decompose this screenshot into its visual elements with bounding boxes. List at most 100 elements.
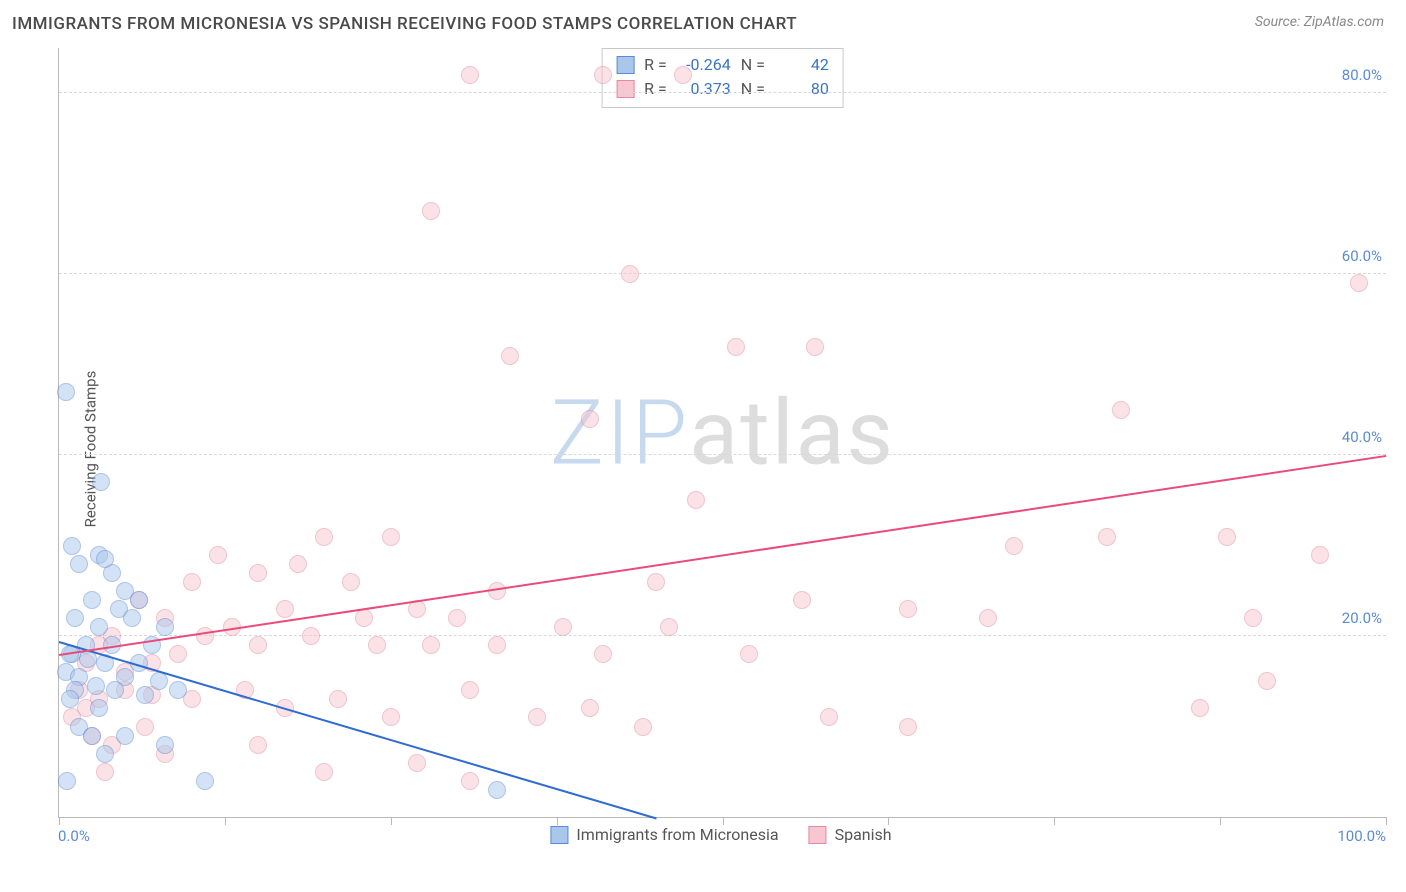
y-tick-label: 60.0%: [1342, 247, 1382, 265]
data-point-blue: [58, 772, 76, 790]
plot-area: ZIPatlas R = -0.264 N = 42 R = 0.373 N =…: [58, 48, 1386, 818]
data-point-pink: [727, 338, 745, 356]
data-point-blue: [70, 555, 88, 573]
data-point-blue: [83, 591, 101, 609]
data-point-blue: [130, 591, 148, 609]
legend-swatch-blue: [550, 826, 568, 844]
n-label: N =: [741, 53, 765, 77]
data-point-blue: [57, 383, 75, 401]
data-point-pink: [674, 66, 692, 84]
legend-swatch-pink: [809, 826, 827, 844]
x-tick: [723, 817, 724, 825]
data-point-blue: [156, 618, 174, 636]
data-point-pink: [621, 265, 639, 283]
legend-label-blue: Immigrants from Micronesia: [576, 825, 778, 844]
data-point-blue: [66, 609, 84, 627]
data-point-pink: [899, 600, 917, 618]
data-point-pink: [501, 347, 519, 365]
data-point-pink: [96, 763, 114, 781]
data-point-blue: [136, 686, 154, 704]
data-point-pink: [899, 718, 917, 736]
gridline: [59, 92, 1386, 93]
data-point-pink: [1098, 528, 1116, 546]
data-point-pink: [1191, 699, 1209, 717]
bottom-legend: Immigrants from Micronesia Spanish: [550, 825, 891, 844]
data-point-blue: [123, 609, 141, 627]
data-point-blue: [61, 690, 79, 708]
data-point-pink: [461, 66, 479, 84]
data-point-pink: [594, 645, 612, 663]
data-point-pink: [382, 528, 400, 546]
legend-label-pink: Spanish: [835, 825, 892, 844]
data-point-pink: [581, 699, 599, 717]
data-point-blue: [488, 781, 506, 799]
trendline-pink: [59, 455, 1386, 656]
data-point-pink: [554, 618, 572, 636]
data-point-blue: [196, 772, 214, 790]
data-point-pink: [1244, 609, 1262, 627]
data-point-pink: [276, 600, 294, 618]
x-tick: [225, 817, 226, 825]
data-point-blue: [96, 745, 114, 763]
data-point-pink: [1311, 546, 1329, 564]
data-point-pink: [793, 591, 811, 609]
data-point-pink: [448, 609, 466, 627]
data-point-pink: [488, 636, 506, 654]
data-point-pink: [342, 573, 360, 591]
r-label: R =: [644, 77, 667, 101]
x-axis-min-label: 0.0%: [58, 827, 90, 845]
gridline: [59, 273, 1386, 274]
data-point-pink: [249, 636, 267, 654]
data-point-pink: [1005, 537, 1023, 555]
data-point-pink: [1258, 672, 1276, 690]
n-value-blue: 42: [775, 53, 829, 77]
data-point-pink: [528, 708, 546, 726]
r-label: R =: [644, 53, 667, 77]
data-point-pink: [1218, 528, 1236, 546]
x-tick: [1220, 817, 1221, 825]
watermark: ZIPatlas: [550, 380, 895, 485]
data-point-blue: [169, 681, 187, 699]
data-point-pink: [461, 772, 479, 790]
stats-legend-box: R = -0.264 N = 42 R = 0.373 N = 80: [601, 48, 844, 108]
data-point-blue: [90, 699, 108, 717]
legend-item-blue: Immigrants from Micronesia: [550, 825, 778, 844]
data-point-pink: [368, 636, 386, 654]
x-tick: [888, 817, 889, 825]
legend-item-pink: Spanish: [809, 825, 892, 844]
n-value-pink: 80: [775, 77, 829, 101]
data-point-pink: [302, 627, 320, 645]
y-tick-label: 20.0%: [1342, 609, 1382, 627]
x-tick: [1386, 817, 1387, 825]
data-point-blue: [90, 618, 108, 636]
data-point-pink: [1112, 401, 1130, 419]
data-point-pink: [740, 645, 758, 663]
data-point-blue: [63, 537, 81, 555]
data-point-pink: [422, 202, 440, 220]
data-point-pink: [249, 564, 267, 582]
data-point-pink: [687, 491, 705, 509]
y-tick-label: 80.0%: [1342, 66, 1382, 84]
x-axis-max-label: 100.0%: [1337, 827, 1386, 845]
data-point-blue: [83, 727, 101, 745]
stats-row-pink: R = 0.373 N = 80: [616, 77, 829, 101]
data-point-pink: [660, 618, 678, 636]
data-point-pink: [979, 609, 997, 627]
data-point-blue: [150, 672, 168, 690]
data-point-pink: [806, 338, 824, 356]
n-label: N =: [741, 77, 765, 101]
x-tick: [1054, 817, 1055, 825]
gridline: [59, 454, 1386, 455]
data-point-pink: [1350, 274, 1368, 292]
data-point-blue: [156, 736, 174, 754]
data-point-pink: [408, 754, 426, 772]
watermark-zip: ZIP: [550, 380, 689, 485]
data-point-pink: [315, 528, 333, 546]
data-point-pink: [382, 708, 400, 726]
data-point-pink: [289, 555, 307, 573]
data-point-pink: [169, 645, 187, 663]
data-point-blue: [106, 681, 124, 699]
chart-title: IMMIGRANTS FROM MICRONESIA VS SPANISH RE…: [12, 14, 797, 34]
data-point-pink: [355, 609, 373, 627]
data-point-pink: [594, 66, 612, 84]
